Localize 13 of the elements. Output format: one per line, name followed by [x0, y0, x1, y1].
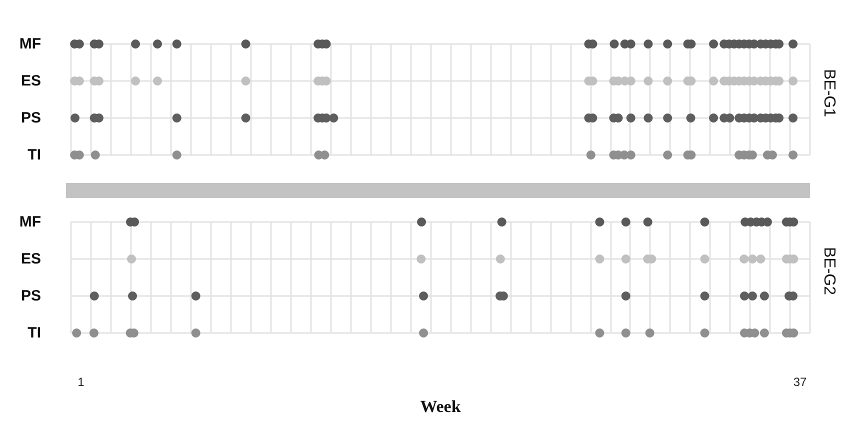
- y-tick-label: TI: [28, 324, 41, 342]
- x-tick-label: 37: [793, 375, 808, 389]
- y2-axis-title: BE-G2: [820, 247, 838, 296]
- y-tick-label: PS: [20, 110, 41, 126]
- y-tick-label: MF: [19, 214, 41, 230]
- y-tick-label: ES: [20, 250, 41, 268]
- y2-axis-title: BE-G1: [820, 69, 838, 118]
- y-tick-label: TI: [28, 146, 41, 164]
- y-tick-label: MF: [19, 36, 41, 52]
- y-tick-label: ES: [20, 72, 41, 90]
- x-tick-label: 1: [78, 375, 85, 389]
- x-axis-title: Week: [420, 397, 462, 416]
- y-tick-label: PS: [20, 288, 41, 304]
